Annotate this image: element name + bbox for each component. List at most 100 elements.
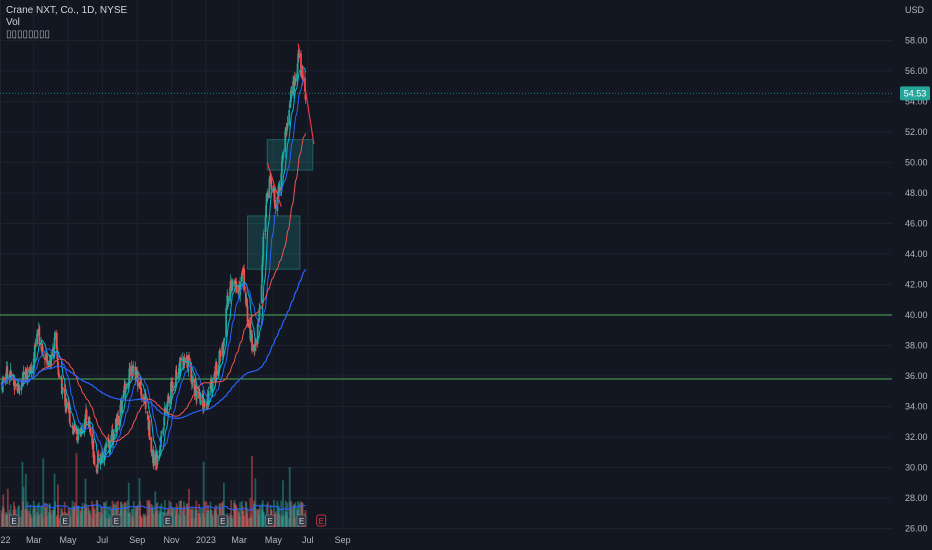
- candle-body: [76, 436, 78, 441]
- candle-body: [225, 305, 228, 311]
- volume-bar: [26, 501, 29, 527]
- volume-bar: [97, 511, 100, 527]
- earnings-marker: [9, 514, 19, 527]
- candle-body: [55, 332, 58, 349]
- candle-body: [202, 406, 205, 412]
- candle-body: [223, 338, 226, 340]
- price-axis[interactable]: 58.00 56.00 54.00 52.00 50.00 48.00 46.00 44.00…: [900, 36, 930, 534]
- volume-bar: [58, 518, 60, 527]
- price-tick-label: 50.00: [905, 158, 928, 168]
- candle-body: [45, 353, 48, 355]
- candle-body: [96, 470, 99, 473]
- candle-body: [67, 401, 70, 409]
- volume-bar: [207, 510, 210, 527]
- candle-body: [33, 345, 36, 360]
- candle-body: [235, 281, 238, 293]
- candle-body: [28, 367, 31, 374]
- volume-bar: [293, 504, 296, 527]
- candle-body: [95, 465, 98, 467]
- candle-body: [13, 381, 16, 391]
- candle-body: [38, 326, 41, 345]
- candle-body: [10, 371, 13, 376]
- volume-bar: [259, 504, 261, 527]
- time-tick-label: 2022: [0, 535, 11, 545]
- volume-bar: [222, 482, 225, 527]
- volume-bar: [274, 511, 277, 527]
- volume-bar: [93, 508, 96, 527]
- candle-body: [253, 346, 256, 351]
- candle-body: [12, 374, 15, 379]
- candle-body: [148, 420, 151, 440]
- candle-body: [230, 288, 233, 292]
- candle-body: [296, 63, 299, 71]
- candle-body: [14, 387, 17, 389]
- candle-body: [146, 411, 149, 414]
- candle-body: [113, 433, 116, 438]
- candle-body: [45, 354, 47, 356]
- candle-body: [47, 361, 50, 368]
- candle-body: [175, 371, 178, 376]
- symbol-title[interactable]: Crane NXT, Co., 1D, NYSE: [6, 5, 128, 16]
- volume-bar: [168, 500, 171, 527]
- candle-body: [282, 154, 284, 160]
- volume-bar: [69, 507, 72, 527]
- volume-bar: [18, 516, 21, 527]
- candle-body: [17, 385, 20, 389]
- candle-body: [258, 308, 261, 321]
- candle-body: [160, 436, 163, 438]
- candle-body: [184, 358, 186, 362]
- volume-bar: [139, 501, 141, 527]
- candle-body: [229, 287, 231, 301]
- earnings-marker-letter: E: [114, 517, 119, 526]
- volume-bar: [125, 502, 127, 527]
- time-tick-label: Jul: [97, 535, 109, 545]
- volume-bar: [146, 500, 149, 527]
- candle-body: [246, 298, 248, 306]
- candle-body: [151, 451, 154, 457]
- candle-body: [174, 382, 177, 386]
- candle-body: [297, 53, 300, 63]
- candle-body: [298, 53, 301, 58]
- time-axis[interactable]: 2022 Mar May Jul Sep Nov 2023 Mar May Jul Sep: [0, 535, 351, 545]
- candle-body: [57, 368, 60, 375]
- price-tick-label: 42.00: [905, 280, 928, 290]
- candle-body: [180, 357, 183, 360]
- volume-bar: [105, 501, 108, 527]
- candle-body: [18, 387, 20, 389]
- candle-body: [68, 410, 71, 423]
- candle-body: [190, 379, 193, 384]
- volume-bar: [160, 503, 163, 527]
- candle-body: [250, 330, 252, 341]
- candle-body: [206, 406, 208, 409]
- volume-bar: [18, 505, 20, 527]
- candle-body: [210, 377, 213, 391]
- candle-body: [77, 429, 80, 431]
- candle-body: [244, 292, 247, 304]
- volume-bar: [42, 458, 45, 527]
- volume-label[interactable]: Vol: [6, 17, 20, 28]
- candle-body: [268, 178, 271, 198]
- earnings-marker: [162, 514, 173, 527]
- volume-bar: [247, 518, 249, 527]
- candle-body: [91, 433, 94, 445]
- candle-body: [50, 354, 53, 367]
- candle-body: [6, 377, 9, 380]
- candle-body: [156, 455, 159, 465]
- candle-body: [296, 73, 298, 81]
- volume-bar: [211, 516, 214, 527]
- candle-body: [63, 388, 66, 395]
- candle-body: [166, 404, 168, 415]
- volume-bar: [81, 503, 84, 527]
- volume-histogram: [0, 453, 307, 527]
- candle-body: [262, 236, 265, 259]
- candle-body: [83, 422, 86, 433]
- candle-body: [162, 430, 165, 434]
- candle-body: [240, 272, 243, 282]
- volume-bar: [231, 518, 234, 527]
- candle-body: [32, 365, 35, 374]
- candle-body: [154, 454, 157, 456]
- candle-body: [6, 365, 9, 376]
- volume-bar: [50, 514, 53, 527]
- price-tick-label: 52.00: [905, 127, 928, 137]
